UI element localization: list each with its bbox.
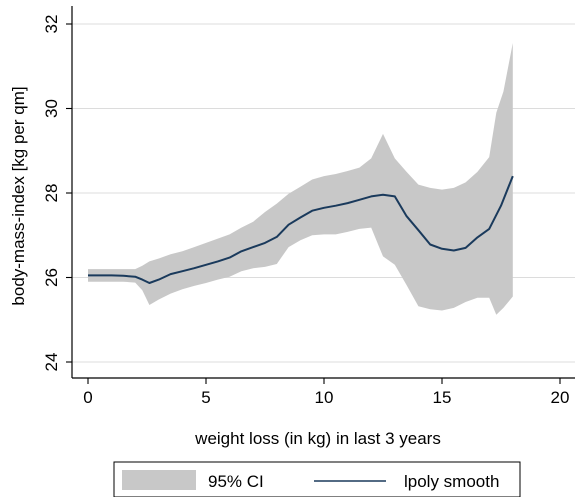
x-tick-label: 15 xyxy=(433,388,452,407)
y-tick-label: 32 xyxy=(42,15,61,34)
legend-ci-swatch xyxy=(122,470,196,490)
legend-line-label: lpoly smooth xyxy=(404,472,499,491)
axes-layer: 24 26 28 30 32 0 5 10 15 20 xyxy=(42,6,575,407)
ci-band xyxy=(88,43,513,315)
y-axis-title: body-mass-index [kg per qm] xyxy=(9,86,28,305)
line-layer xyxy=(88,175,514,284)
legend-ci-label: 95% CI xyxy=(208,472,264,491)
y-tick-label: 24 xyxy=(42,353,61,372)
x-tick-label: 10 xyxy=(315,388,334,407)
ci-layer xyxy=(88,43,513,315)
x-tick-label: 5 xyxy=(201,388,210,407)
y-tick-label: 26 xyxy=(42,268,61,287)
x-tick-label: 0 xyxy=(83,388,92,407)
y-tick-label: 28 xyxy=(42,184,61,203)
series-line-lpoly-smooth xyxy=(88,175,514,284)
x-axis-title: weight loss (in kg) in last 3 years xyxy=(194,429,441,448)
x-tick-label: 20 xyxy=(551,388,570,407)
y-tick-label: 30 xyxy=(42,99,61,118)
legend-box xyxy=(113,461,521,497)
legend: 95% CI lpoly smooth xyxy=(113,461,521,497)
